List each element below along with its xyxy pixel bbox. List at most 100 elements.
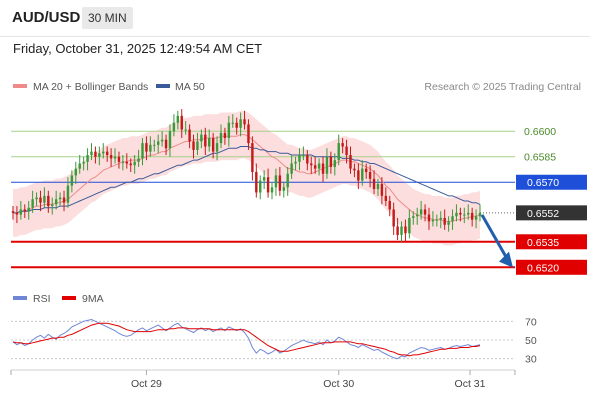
candle-body (113, 156, 117, 159)
candle-body (121, 161, 125, 163)
candle-body (404, 226, 407, 234)
candlesticks (11, 109, 482, 242)
candle-body (31, 199, 34, 208)
candle-body (274, 175, 278, 188)
candle-body (361, 168, 364, 181)
candle-body (192, 141, 195, 150)
candle-body (219, 132, 223, 144)
candle-body (98, 153, 101, 157)
candle-body (380, 183, 384, 196)
level-tag-0.6520 (516, 259, 587, 275)
candle-body (282, 187, 285, 191)
candle-body (47, 195, 50, 207)
candle-body (153, 144, 156, 146)
candle-body (384, 195, 388, 201)
ma20-line (13, 134, 481, 222)
candle-body (168, 131, 172, 149)
timeframe-button[interactable]: 30 MIN (82, 7, 133, 29)
level-label-0.6520: 0.6520 (527, 262, 559, 274)
x-tick-label: Oct 29 (131, 378, 162, 390)
moving-averages (13, 134, 481, 222)
candle-body (400, 226, 403, 235)
candle-body (117, 156, 121, 162)
candle-body (176, 115, 180, 123)
x-axis: Oct 29 Oct 30 Oct 31 (10, 370, 516, 390)
candle-body (467, 212, 470, 215)
candle-body (58, 197, 62, 200)
candle-body (82, 161, 85, 164)
level-label-0.6570: 0.6570 (527, 177, 559, 189)
rsi-ma-line (12, 322, 481, 357)
candle-body (419, 209, 423, 215)
candle-body (15, 212, 19, 215)
candle-body (231, 122, 234, 124)
candle-body (141, 143, 144, 159)
candle-body (172, 122, 176, 132)
candle-body (235, 122, 238, 128)
rsi-tick-70: 70 (525, 316, 537, 328)
candle-body (94, 151, 97, 157)
forecast-arrow-head (499, 251, 513, 268)
candle-body (62, 197, 66, 203)
ma20-legend-swatch (13, 84, 27, 88)
candle-body (345, 146, 348, 156)
rsi-legend-label: RSI (33, 293, 51, 305)
candle-body (439, 217, 442, 220)
candle-body (43, 195, 46, 203)
candle-body (211, 138, 215, 152)
candle-body (443, 217, 446, 225)
candle-body (227, 122, 231, 139)
ma50-legend-swatch (156, 84, 170, 88)
level-labels: 0.6600 0.6585 0.6570 0.6535 0.6520 0.6552 (516, 126, 587, 275)
ma50-line (13, 146, 481, 214)
candle-body (290, 163, 293, 174)
candle-body (109, 155, 113, 159)
candle-body (145, 143, 148, 152)
candle-body (200, 134, 203, 142)
ma50-legend-label: MA 50 (175, 81, 205, 93)
rsi-tick-50: 50 (525, 335, 537, 347)
candle-body (368, 172, 372, 179)
candle-body (306, 155, 309, 164)
rsi-panel: 70 50 30 (11, 316, 537, 366)
candle-body (474, 216, 478, 220)
candle-body (364, 168, 368, 173)
candle-body (310, 163, 313, 166)
candle-body (223, 132, 227, 139)
candle-body (302, 155, 305, 157)
header-divider (0, 36, 590, 37)
candle-body (435, 219, 439, 221)
bollinger-bands (13, 110, 480, 246)
candle-body (180, 115, 183, 130)
x-tick-label: Oct 30 (323, 378, 354, 390)
candle-body (125, 161, 129, 164)
candle-body (317, 163, 321, 169)
candle-body (251, 143, 254, 173)
candle-body (66, 185, 70, 203)
level-tag-0.6570 (516, 174, 587, 190)
candle-body (102, 151, 105, 154)
candle-body (329, 156, 333, 167)
candle-body (423, 209, 427, 215)
candle-body (415, 214, 419, 217)
candle-body (247, 124, 250, 144)
candle-body (90, 151, 93, 156)
candle-body (294, 161, 297, 164)
candle-body (333, 160, 337, 167)
candle-body (321, 163, 325, 174)
candle-body (35, 197, 38, 200)
candle-body (412, 216, 415, 218)
candle-body (388, 200, 391, 210)
symbol-title: AUD/USD (12, 9, 81, 26)
candle-body (470, 212, 474, 220)
candle-body (19, 209, 23, 215)
candle-body (86, 155, 89, 162)
candle-body (431, 219, 435, 222)
ma9-legend-label: 9MA (82, 293, 104, 305)
candle-body (78, 163, 81, 169)
candle-body (149, 144, 152, 152)
candle-body (372, 178, 376, 190)
candle-body (196, 141, 199, 150)
candle-body (243, 119, 246, 125)
